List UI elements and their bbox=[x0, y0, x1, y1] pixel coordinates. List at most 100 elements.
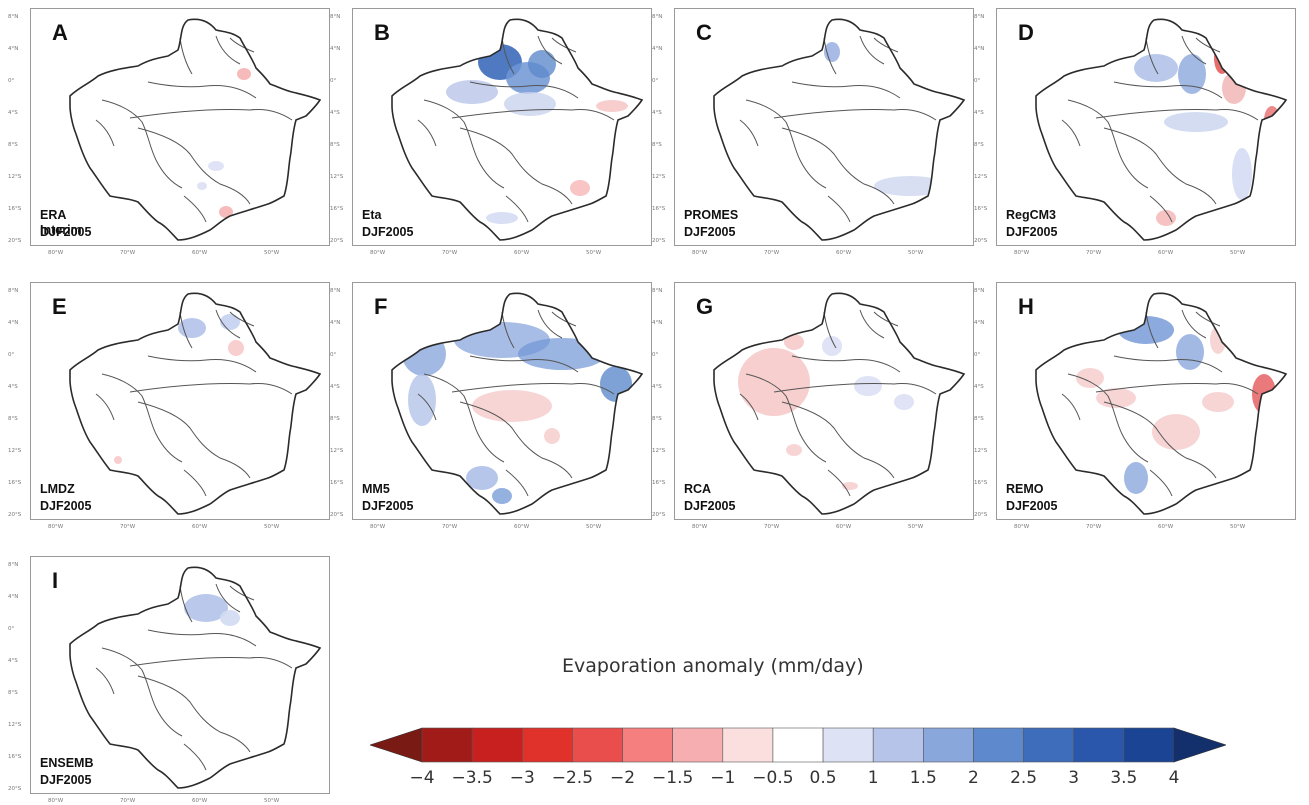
colorbar-tick: −1 bbox=[710, 768, 736, 788]
lat-tick-label: 8°N bbox=[652, 14, 663, 20]
lat-tick-label: 16°S bbox=[974, 206, 988, 212]
map-frame bbox=[30, 8, 330, 246]
river-line bbox=[1195, 311, 1221, 327]
colorbar-min-extend bbox=[370, 727, 423, 763]
anomaly-region bbox=[408, 374, 436, 426]
river-line bbox=[183, 469, 207, 497]
period-label: DJF2005 bbox=[362, 225, 414, 239]
river-line bbox=[537, 309, 563, 339]
period-label: DJF2005 bbox=[362, 499, 414, 513]
basin-outline bbox=[391, 18, 644, 241]
river-line bbox=[129, 656, 293, 669]
river-line bbox=[179, 37, 193, 75]
anomaly-region bbox=[1156, 210, 1176, 226]
lat-tick-label: 4°S bbox=[8, 384, 18, 390]
river-line bbox=[451, 382, 615, 395]
lat-tick-label: 20°S bbox=[330, 512, 344, 518]
lat-tick-label: 8°N bbox=[8, 562, 19, 568]
panel-letter: E bbox=[52, 294, 67, 319]
lat-tick-label: 8°N bbox=[652, 288, 663, 294]
lat-tick-label: 0° bbox=[652, 352, 659, 358]
river-line bbox=[1149, 469, 1173, 497]
anomaly-region bbox=[544, 428, 560, 444]
lat-tick-label: 0° bbox=[8, 626, 15, 632]
river-line bbox=[147, 355, 257, 373]
river-line bbox=[1181, 35, 1207, 65]
lon-tick-label: 70°W bbox=[442, 250, 458, 256]
river-line bbox=[859, 309, 885, 339]
lat-tick-label: 4°S bbox=[974, 110, 984, 116]
colorbar-tick: −3 bbox=[509, 768, 535, 788]
lat-tick-label: 12°S bbox=[974, 448, 988, 454]
river-line bbox=[459, 401, 573, 479]
lat-tick-label: 8°N bbox=[974, 14, 985, 20]
lon-tick-label: 60°W bbox=[836, 250, 852, 256]
lat-tick-label: 8°S bbox=[330, 142, 340, 148]
anomaly-region bbox=[600, 366, 632, 402]
basin-outline bbox=[713, 18, 966, 241]
lat-tick-label: 0° bbox=[330, 78, 337, 84]
anomaly-region bbox=[228, 340, 244, 356]
lon-tick-label: 80°W bbox=[48, 250, 64, 256]
amazon-basin-map bbox=[69, 566, 322, 789]
lat-tick-label: 0° bbox=[652, 78, 659, 84]
river-line bbox=[137, 127, 251, 205]
lon-tick-label: 60°W bbox=[514, 524, 530, 530]
lon-tick-label: 50°W bbox=[264, 250, 280, 256]
anomaly-region bbox=[472, 390, 552, 422]
colorbar-tick: 0.5 bbox=[809, 768, 837, 788]
lat-tick-label: 8°N bbox=[8, 288, 19, 294]
lon-tick-label: 80°W bbox=[370, 524, 386, 530]
river-line bbox=[827, 469, 851, 497]
panel-letter: B bbox=[374, 20, 390, 45]
anomaly-region bbox=[1202, 392, 1234, 412]
river-line bbox=[215, 35, 241, 65]
anomaly-region bbox=[1232, 148, 1252, 200]
anomaly-region bbox=[1124, 462, 1148, 494]
model-name: Eta bbox=[362, 208, 382, 222]
period-label: DJF2005 bbox=[684, 499, 736, 513]
anomaly-region bbox=[596, 100, 628, 112]
anomaly-region bbox=[528, 50, 556, 78]
anomaly-region bbox=[402, 332, 446, 376]
amazon-basin-map bbox=[1035, 292, 1288, 515]
river-line bbox=[781, 401, 895, 479]
lat-tick-label: 4°N bbox=[8, 320, 19, 326]
model-name: RCA bbox=[684, 482, 712, 496]
lat-tick-label: 8°S bbox=[8, 416, 18, 422]
colorbar-tick: 3.5 bbox=[1110, 768, 1138, 788]
colorbar-tick: 1 bbox=[867, 768, 879, 788]
anomaly-region bbox=[784, 334, 804, 350]
lat-tick-label: 8°S bbox=[652, 142, 662, 148]
lat-tick-label: 4°N bbox=[652, 46, 663, 52]
lon-tick-label: 50°W bbox=[908, 524, 924, 530]
river-line bbox=[417, 119, 437, 147]
lat-tick-label: 20°S bbox=[974, 238, 988, 244]
anomaly-region bbox=[492, 488, 512, 504]
lat-tick-label: 0° bbox=[974, 352, 981, 358]
river-line bbox=[101, 373, 183, 463]
river-line bbox=[129, 382, 293, 395]
period-label: DJF2005 bbox=[40, 225, 92, 239]
panel-letter: F bbox=[374, 294, 388, 319]
colorbar-bin bbox=[521, 727, 573, 763]
river-line bbox=[1113, 81, 1223, 99]
river-line bbox=[781, 127, 895, 205]
model-name: MM5 bbox=[362, 482, 390, 496]
lat-tick-label: 12°S bbox=[652, 174, 666, 180]
model-name: LMDZ bbox=[40, 482, 75, 496]
colorbar-bin bbox=[572, 727, 623, 763]
lon-tick-label: 70°W bbox=[764, 250, 780, 256]
river-line bbox=[739, 393, 759, 421]
lat-tick-label: 4°N bbox=[330, 46, 341, 52]
anomaly-region bbox=[1210, 326, 1226, 354]
amazon-basin-map bbox=[391, 18, 644, 241]
river-line bbox=[791, 81, 901, 99]
lon-tick-label: 60°W bbox=[1158, 524, 1174, 530]
lon-tick-label: 50°W bbox=[264, 798, 280, 804]
colorbar-tick: −2 bbox=[610, 768, 636, 788]
lat-tick-label: 16°S bbox=[652, 480, 666, 486]
panel-letter: A bbox=[52, 20, 68, 45]
river-line bbox=[423, 99, 505, 189]
river-line bbox=[745, 99, 827, 189]
